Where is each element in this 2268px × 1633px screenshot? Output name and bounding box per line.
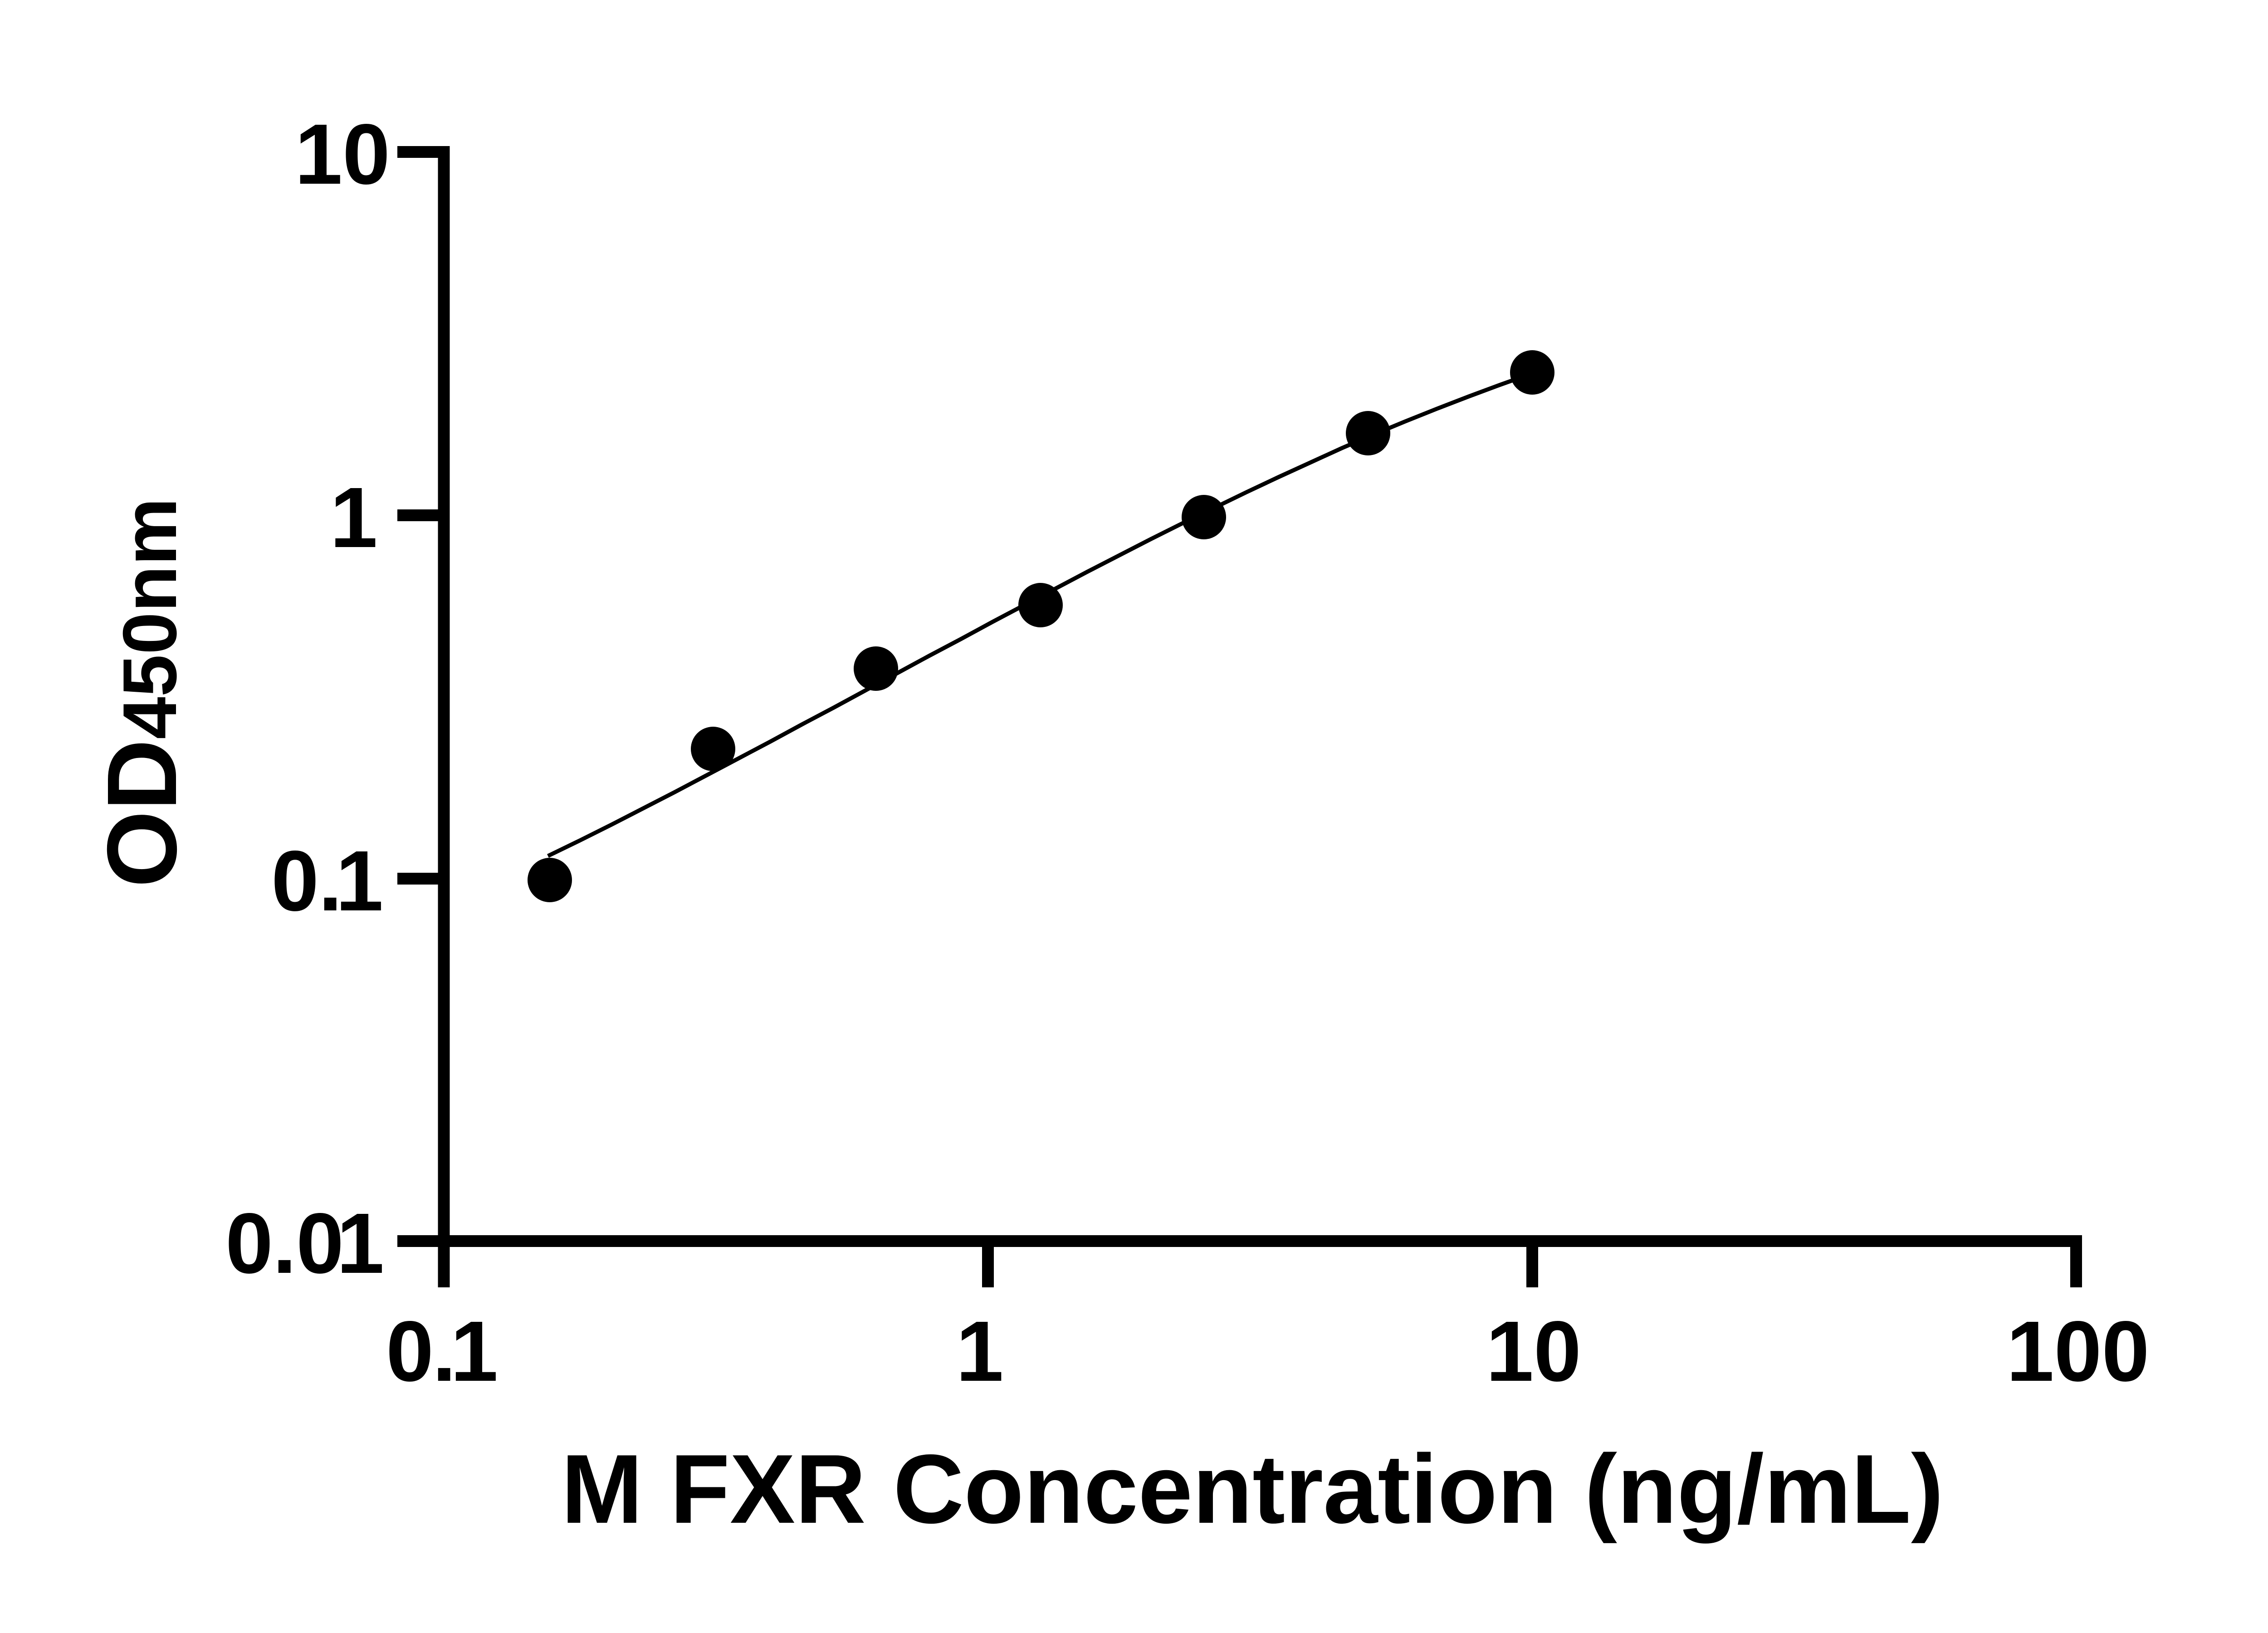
svg-text:0.1: 0.1 xyxy=(386,1304,498,1399)
svg-text:1: 1 xyxy=(956,1304,1003,1399)
svg-text:1: 1 xyxy=(330,470,377,566)
svg-text:100: 100 xyxy=(2006,1304,2149,1399)
svg-text:OD450nm: OD450nm xyxy=(87,498,197,887)
svg-text:0.1: 0.1 xyxy=(271,833,383,929)
svg-text:0.01: 0.01 xyxy=(225,1196,384,1291)
svg-text:10: 10 xyxy=(1486,1304,1581,1399)
svg-text:10: 10 xyxy=(295,107,390,202)
svg-text:M FXR Concentration (ng/mL): M FXR Concentration (ng/mL) xyxy=(561,1434,1944,1544)
